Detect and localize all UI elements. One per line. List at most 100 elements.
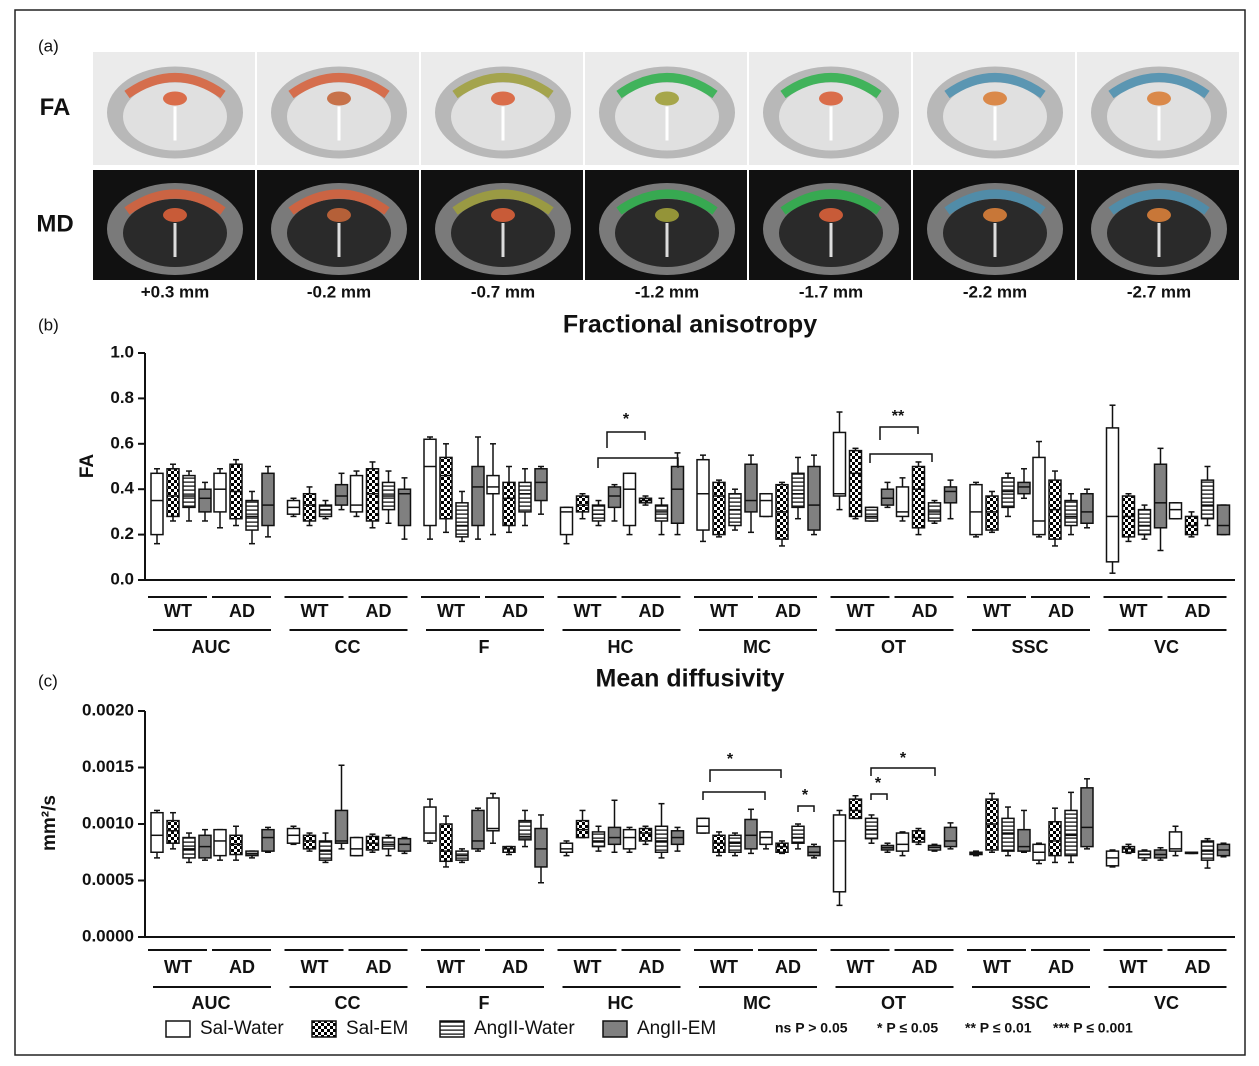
box [593,832,605,847]
box [850,451,862,517]
group-label: HC [608,637,634,657]
legend-swatch [440,1021,464,1037]
significance-bracket [598,458,678,468]
box [834,815,846,892]
box [672,467,684,524]
significance-bracket [880,427,918,440]
panel-label: (a) [38,36,59,55]
chart-title: Fractional anisotropy [563,311,817,339]
box [713,482,725,534]
box [440,824,452,861]
subgroup-label: WT [301,957,329,977]
box [487,798,499,831]
roi-center [983,92,1007,106]
box [945,487,957,503]
group-label: OT [881,993,906,1013]
position-label: -0.2 mm [307,282,371,301]
box [424,807,436,841]
significance-key: * P ≤ 0.05 [877,1020,938,1036]
box [1033,457,1045,534]
box [535,469,547,501]
box [262,830,274,851]
box [561,843,573,852]
significance-star: * [727,751,734,768]
box [1139,510,1151,535]
subgroup-label: WT [437,957,465,977]
position-label: +0.3 mm [141,282,210,301]
box [897,833,909,851]
box [487,476,499,494]
roi-center [655,208,679,222]
box [503,482,515,525]
box [1049,822,1061,856]
subgroup-label: WT [164,601,192,621]
roi-center [491,208,515,222]
y-tick-label: 0.0015 [82,757,134,776]
box [745,464,757,512]
box [776,843,788,852]
legend-swatch [312,1021,336,1037]
legend-label: Sal-Water [200,1018,284,1039]
subgroup-label: AD [912,957,938,977]
box [246,501,258,531]
chart-title: Mean diffusivity [596,665,785,693]
box [1065,501,1077,526]
box [834,432,846,496]
box [151,813,163,853]
box [609,827,621,844]
y-tick-label: 0.0020 [82,700,134,719]
y-axis-label: FA [77,454,98,479]
subgroup-label: WT [1120,601,1148,621]
significance-bracket [710,770,781,782]
significance-key: ns P > 0.05 [775,1020,848,1036]
box [336,485,348,505]
box [1081,494,1093,524]
subgroup-label: AD [502,957,528,977]
box [1218,505,1230,535]
box [351,476,363,512]
roi-center [819,208,843,222]
box [850,799,862,818]
box [472,467,484,526]
box [262,473,274,525]
box [792,826,804,843]
box [624,473,636,525]
significance-key: ** P ≤ 0.01 [965,1020,1032,1036]
box [183,476,195,508]
group-label: F [479,637,490,657]
subgroup-label: AD [639,957,665,977]
group-label: AUC [192,993,231,1013]
subgroup-label: AD [639,601,665,621]
subgroup-label: WT [437,601,465,621]
box [808,467,820,531]
subgroup-label: AD [229,957,255,977]
group-label: MC [743,993,771,1013]
group-label: MC [743,637,771,657]
group-label: HC [608,993,634,1013]
roi-center [327,92,351,106]
position-label: -2.2 mm [963,282,1027,301]
subgroup-label: AD [775,957,801,977]
subgroup-label: AD [912,601,938,621]
subgroup-label: WT [1120,957,1148,977]
subgroup-label: WT [164,957,192,977]
box [383,838,395,849]
group-label: F [479,993,490,1013]
group-label: OT [881,637,906,657]
legend-label: Sal-EM [346,1018,408,1039]
y-tick-label: 0.0010 [82,813,134,832]
group-label: SSC [1011,637,1048,657]
significance-star: * [875,775,882,792]
y-tick-label: 0.4 [110,479,134,498]
box [535,829,547,867]
box [336,810,348,843]
position-label: -0.7 mm [471,282,535,301]
roi-center [163,92,187,106]
row-label: FA [40,94,71,121]
box [913,467,925,528]
subgroup-label: WT [983,601,1011,621]
significance-star: * [900,750,907,767]
box [593,505,605,521]
box [214,830,226,856]
